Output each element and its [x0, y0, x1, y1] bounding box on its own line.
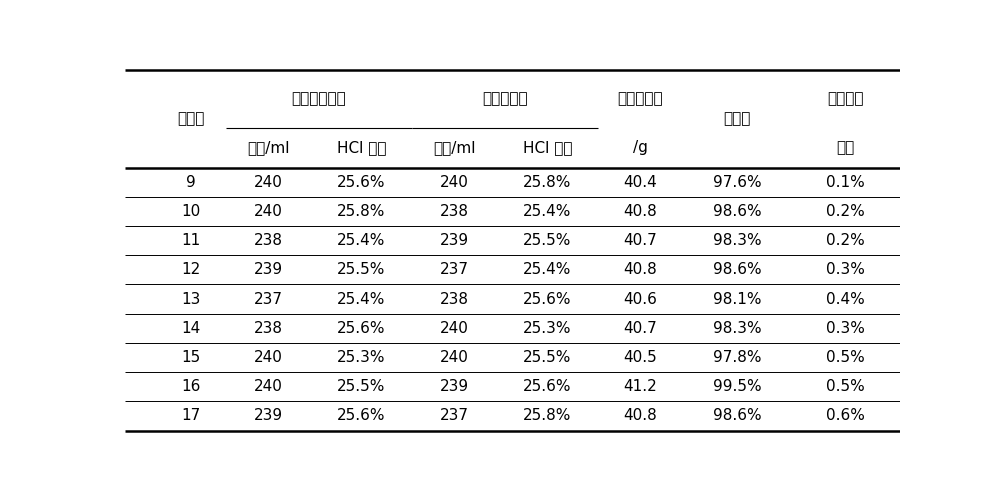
Text: 反应前反应液: 反应前反应液	[291, 91, 346, 106]
Text: 0.3%: 0.3%	[826, 321, 865, 336]
Text: 25.8%: 25.8%	[523, 175, 572, 190]
Text: 12: 12	[181, 263, 200, 277]
Text: 98.6%: 98.6%	[713, 204, 762, 219]
Text: 25.6%: 25.6%	[337, 175, 386, 190]
Text: /g: /g	[633, 141, 648, 155]
Text: 99.5%: 99.5%	[713, 379, 762, 394]
Text: 0.5%: 0.5%	[826, 379, 865, 394]
Text: 98.6%: 98.6%	[713, 263, 762, 277]
Text: 239: 239	[254, 263, 283, 277]
Text: 25.6%: 25.6%	[523, 291, 572, 306]
Text: 0.3%: 0.3%	[826, 263, 865, 277]
Text: 40.4: 40.4	[624, 175, 657, 190]
Text: 25.6%: 25.6%	[337, 408, 386, 424]
Text: 238: 238	[440, 291, 469, 306]
Text: 0.6%: 0.6%	[826, 408, 865, 424]
Text: 238: 238	[254, 233, 283, 248]
Text: HCl 浓度: HCl 浓度	[523, 141, 572, 155]
Text: 14: 14	[181, 321, 200, 336]
Text: 11: 11	[181, 233, 200, 248]
Text: 体积/ml: 体积/ml	[433, 141, 476, 155]
Text: 240: 240	[254, 350, 283, 365]
Text: 240: 240	[254, 204, 283, 219]
Text: 0.4%: 0.4%	[826, 291, 865, 306]
Text: 25.4%: 25.4%	[337, 233, 386, 248]
Text: 40.7: 40.7	[624, 321, 657, 336]
Text: 产品总质量: 产品总质量	[618, 91, 663, 106]
Text: 239: 239	[254, 408, 283, 424]
Text: 0.5%: 0.5%	[826, 350, 865, 365]
Text: 0.1%: 0.1%	[826, 175, 865, 190]
Text: HCl 浓度: HCl 浓度	[337, 141, 386, 155]
Text: 40.6: 40.6	[623, 291, 657, 306]
Text: 40.8: 40.8	[624, 408, 657, 424]
Text: 0.2%: 0.2%	[826, 233, 865, 248]
Text: 25.3%: 25.3%	[523, 321, 572, 336]
Text: 总收率: 总收率	[724, 111, 751, 126]
Text: 97.8%: 97.8%	[713, 350, 762, 365]
Text: 实施例: 实施例	[177, 111, 205, 126]
Text: 0.2%: 0.2%	[826, 204, 865, 219]
Text: 25.4%: 25.4%	[523, 263, 572, 277]
Text: 237: 237	[440, 408, 469, 424]
Text: 25.6%: 25.6%	[523, 379, 572, 394]
Text: 含量: 含量	[837, 141, 855, 155]
Text: 238: 238	[254, 321, 283, 336]
Text: 98.3%: 98.3%	[713, 321, 762, 336]
Text: 40.7: 40.7	[624, 233, 657, 248]
Text: 25.5%: 25.5%	[523, 233, 572, 248]
Text: 25.8%: 25.8%	[337, 204, 386, 219]
Text: 237: 237	[254, 291, 283, 306]
Text: 240: 240	[254, 175, 283, 190]
Text: 25.4%: 25.4%	[337, 291, 386, 306]
Text: 25.4%: 25.4%	[523, 204, 572, 219]
Text: 40.5: 40.5	[624, 350, 657, 365]
Text: 反应后滤液: 反应后滤液	[482, 91, 528, 106]
Text: 25.5%: 25.5%	[337, 379, 386, 394]
Text: 25.6%: 25.6%	[337, 321, 386, 336]
Text: 237: 237	[440, 263, 469, 277]
Text: 41.2: 41.2	[624, 379, 657, 394]
Text: 240: 240	[440, 321, 469, 336]
Text: 25.3%: 25.3%	[337, 350, 386, 365]
Text: 9: 9	[186, 175, 196, 190]
Text: 238: 238	[440, 204, 469, 219]
Text: 体积/ml: 体积/ml	[247, 141, 290, 155]
Text: 25.8%: 25.8%	[523, 408, 572, 424]
Text: 98.1%: 98.1%	[713, 291, 762, 306]
Text: 240: 240	[440, 350, 469, 365]
Text: 25.5%: 25.5%	[523, 350, 572, 365]
Text: 17: 17	[181, 408, 200, 424]
Text: 239: 239	[440, 379, 469, 394]
Text: 97.6%: 97.6%	[713, 175, 762, 190]
Text: 239: 239	[440, 233, 469, 248]
Text: 16: 16	[181, 379, 201, 394]
Text: 25.5%: 25.5%	[337, 263, 386, 277]
Text: 40.8: 40.8	[624, 263, 657, 277]
Text: 13: 13	[181, 291, 201, 306]
Text: 10: 10	[181, 204, 200, 219]
Text: 15: 15	[181, 350, 200, 365]
Text: 三氯产物: 三氯产物	[828, 91, 864, 106]
Text: 40.8: 40.8	[624, 204, 657, 219]
Text: 98.6%: 98.6%	[713, 408, 762, 424]
Text: 98.3%: 98.3%	[713, 233, 762, 248]
Text: 240: 240	[440, 175, 469, 190]
Text: 240: 240	[254, 379, 283, 394]
